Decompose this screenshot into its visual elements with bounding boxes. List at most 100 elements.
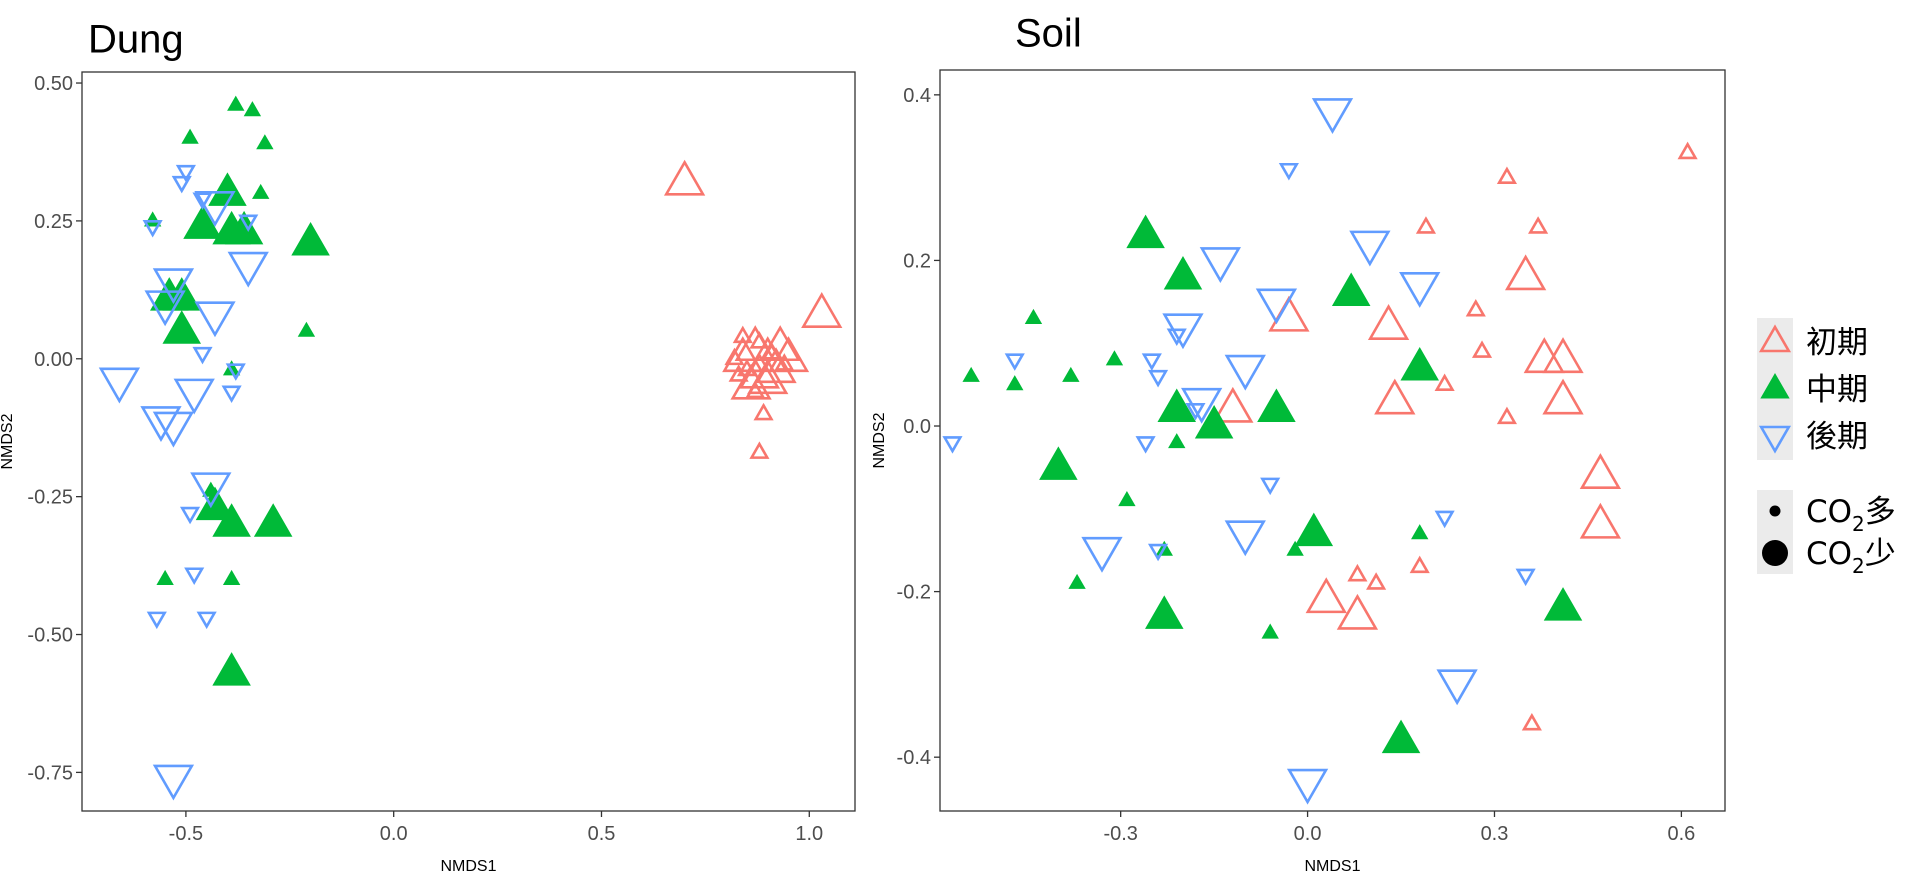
legend-key-2: [1758, 425, 1792, 454]
point-中期-17: [1168, 433, 1186, 449]
point-初期-20: [1347, 563, 1368, 582]
plot-frame: [939, 69, 1726, 812]
point-中期-19: [222, 360, 241, 376]
point-後期-4: [1255, 288, 1298, 325]
point-後期-21: [146, 611, 167, 630]
point-中期-21: [1286, 540, 1304, 556]
legend-label: 初期: [1806, 325, 1868, 361]
point-中期-21: [156, 569, 174, 585]
x-tick-label: 0.5: [588, 823, 616, 845]
point-後期-2: [144, 290, 186, 327]
point-後期-1: [152, 268, 195, 305]
point-中期-5: [1257, 388, 1296, 422]
y-axis-title: NMDS2: [871, 412, 888, 468]
point-中期-9: [212, 503, 251, 537]
point-後期-14: [142, 220, 163, 238]
point-後期-12: [171, 175, 192, 194]
point-後期-22: [196, 611, 217, 630]
point-初期-7: [738, 352, 781, 389]
point-初期-2: [1268, 295, 1310, 332]
legend-size-dot: [1769, 505, 1781, 517]
points-layer: [98, 95, 843, 801]
point-後期-15: [238, 214, 259, 233]
point-後期-19: [179, 506, 201, 525]
point-初期-18: [1434, 373, 1455, 392]
y-tick-label: -0.75: [27, 762, 73, 784]
point-中期-20: [202, 481, 220, 497]
point-中期-18: [1118, 491, 1136, 507]
point-中期-6: [1194, 405, 1234, 439]
point-初期-14: [1528, 216, 1549, 234]
point-後期-13: [1166, 328, 1187, 347]
point-後期-1: [1349, 230, 1391, 267]
point-初期-3: [734, 325, 776, 362]
point-後期-20: [1260, 477, 1281, 496]
point-初期-5: [1374, 378, 1416, 415]
point-初期-20: [749, 441, 770, 459]
point-中期-0: [1126, 214, 1165, 249]
point-後期-18: [942, 436, 963, 454]
point-初期-14: [724, 347, 745, 366]
point-後期-9: [152, 764, 195, 801]
x-axis-title: NMDS1: [1304, 858, 1360, 874]
point-後期-10: [1436, 669, 1478, 706]
point-初期-4: [1542, 337, 1584, 374]
y-tick-label: -0.50: [27, 625, 73, 647]
point-初期-19: [1496, 406, 1518, 425]
point-中期-11: [1381, 719, 1421, 754]
legend-label: 中期: [1806, 372, 1868, 408]
point-後期-16: [1147, 369, 1169, 388]
point-後期-22: [1147, 543, 1169, 562]
point-中期-14: [181, 128, 199, 144]
y-tick-label: 0.50: [34, 73, 73, 95]
point-中期-10: [1543, 587, 1583, 621]
point-後期-15: [1141, 353, 1162, 371]
point-中期-11: [212, 652, 251, 686]
point-中期-8: [195, 486, 235, 521]
point-中期-4: [1157, 388, 1197, 422]
point-中期-0: [208, 172, 247, 206]
point-初期-21: [1366, 572, 1387, 590]
point-初期-17: [1471, 340, 1493, 358]
point-中期-15: [256, 134, 274, 150]
legend-label: 後期: [1806, 419, 1868, 455]
point-中期-14: [962, 366, 980, 382]
point-初期-13: [732, 325, 753, 344]
y-tick-label: 0.2: [903, 250, 931, 272]
legend-size-label: CO2多: [1806, 494, 1896, 536]
y-tick-label: -0.4: [897, 747, 931, 769]
point-後期-5: [173, 378, 215, 415]
point-中期-9: [1145, 595, 1184, 629]
y-tick-label: 0.0: [903, 416, 931, 438]
point-中期-3: [1400, 347, 1439, 381]
point-後期-8: [190, 472, 232, 509]
point-中期-7: [1039, 446, 1078, 480]
point-後期-2: [1199, 247, 1242, 284]
point-中期-3: [224, 210, 264, 245]
point-後期-14: [1004, 353, 1025, 371]
point-初期-23: [1521, 712, 1542, 731]
point-後期-23: [1515, 568, 1536, 587]
point-中期-8: [1294, 512, 1334, 547]
y-tick-label: 0.4: [903, 85, 931, 107]
point-初期-9: [730, 363, 772, 400]
point-中期-10: [253, 503, 293, 537]
point-初期-1: [1367, 304, 1410, 340]
y-axis-title: NMDS2: [0, 413, 16, 469]
point-後期-7: [152, 411, 195, 448]
legend-size-label: CO2少: [1806, 536, 1896, 578]
point-中期-13: [243, 101, 262, 117]
point-初期-12: [749, 331, 770, 349]
point-後期-6: [1224, 354, 1266, 391]
point-中期-7: [162, 310, 202, 344]
point-後期-8: [1224, 520, 1266, 557]
plot-frame: [81, 71, 856, 812]
point-初期-16: [1465, 298, 1486, 317]
point-初期-8: [1579, 453, 1622, 489]
point-初期-19: [753, 402, 774, 421]
point-中期-1: [183, 205, 222, 239]
point-後期-10: [194, 191, 236, 227]
point-初期-7: [1212, 386, 1254, 423]
